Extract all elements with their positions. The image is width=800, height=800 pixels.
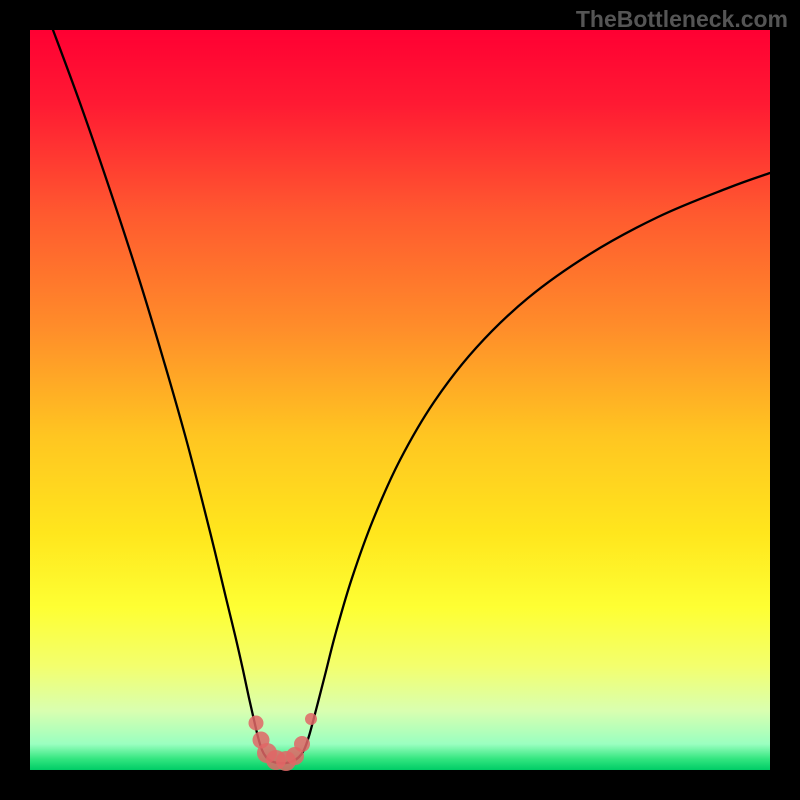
trough-marker: [249, 716, 264, 731]
trough-marker: [294, 736, 310, 752]
trough-markers-group: [249, 713, 318, 771]
trough-marker: [305, 713, 317, 725]
chart-outer-frame: TheBottleneck.com: [0, 0, 800, 800]
watermark-text: TheBottleneck.com: [576, 6, 788, 33]
curve-layer: [30, 30, 770, 770]
plot-area: [30, 30, 770, 770]
v-curve: [53, 30, 770, 763]
